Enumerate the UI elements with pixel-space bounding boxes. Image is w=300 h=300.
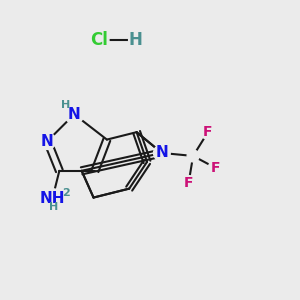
Circle shape bbox=[90, 31, 109, 50]
Text: F: F bbox=[211, 161, 220, 175]
Text: F: F bbox=[203, 125, 213, 139]
Text: H: H bbox=[61, 100, 70, 110]
Circle shape bbox=[65, 105, 84, 124]
Text: N: N bbox=[41, 134, 54, 148]
Text: 2: 2 bbox=[62, 188, 70, 198]
Text: Cl: Cl bbox=[91, 31, 108, 49]
Text: H: H bbox=[128, 31, 142, 49]
Text: N: N bbox=[155, 146, 168, 160]
Circle shape bbox=[154, 145, 170, 161]
Circle shape bbox=[201, 125, 215, 139]
Circle shape bbox=[182, 176, 196, 190]
Circle shape bbox=[208, 161, 223, 175]
Text: N: N bbox=[68, 107, 81, 122]
Circle shape bbox=[40, 189, 64, 212]
Circle shape bbox=[39, 133, 56, 149]
Circle shape bbox=[187, 150, 199, 162]
Text: NH: NH bbox=[39, 191, 65, 206]
Text: F: F bbox=[184, 176, 194, 190]
Circle shape bbox=[129, 34, 142, 46]
Text: H: H bbox=[49, 202, 58, 212]
